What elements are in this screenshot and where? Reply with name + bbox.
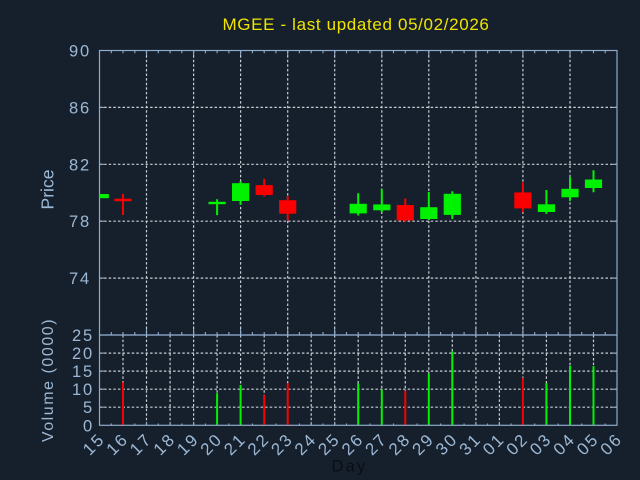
svg-text:90: 90 bbox=[69, 43, 91, 61]
svg-text:25: 25 bbox=[72, 327, 94, 345]
svg-text:86: 86 bbox=[69, 99, 91, 117]
svg-text:5: 5 bbox=[83, 399, 94, 417]
svg-text:Price: Price bbox=[38, 170, 58, 210]
svg-text:Volume (0000): Volume (0000) bbox=[40, 318, 57, 442]
svg-text:Day: Day bbox=[332, 458, 368, 476]
svg-text:20: 20 bbox=[72, 345, 94, 363]
svg-text:74: 74 bbox=[69, 270, 91, 288]
svg-text:MGEE - last updated 05/02/2026: MGEE - last updated 05/02/2026 bbox=[222, 15, 489, 34]
svg-text:10: 10 bbox=[72, 381, 94, 399]
svg-text:82: 82 bbox=[69, 156, 91, 174]
svg-text:15: 15 bbox=[72, 363, 94, 381]
svg-text:78: 78 bbox=[69, 213, 91, 231]
svg-text:0: 0 bbox=[83, 417, 94, 435]
